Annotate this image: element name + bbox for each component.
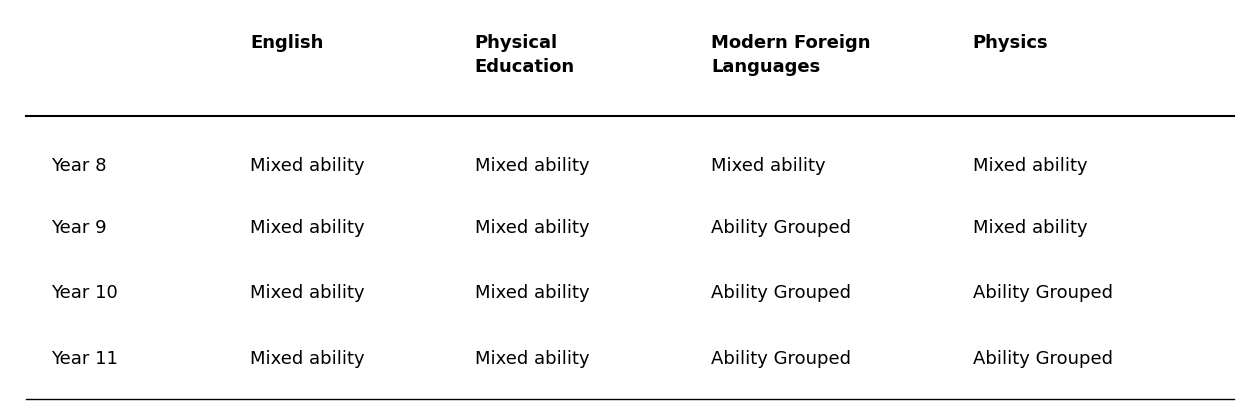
Text: Year 10: Year 10	[51, 284, 119, 301]
Text: Modern Foreign
Languages: Modern Foreign Languages	[711, 34, 871, 76]
Text: Mixed ability: Mixed ability	[474, 218, 589, 236]
Text: Mixed ability: Mixed ability	[972, 157, 1087, 174]
Text: Mixed ability: Mixed ability	[251, 349, 366, 367]
Text: Mixed ability: Mixed ability	[474, 157, 589, 174]
Text: Physics: Physics	[972, 34, 1048, 52]
Text: Ability Grouped: Ability Grouped	[711, 284, 851, 301]
Text: Mixed ability: Mixed ability	[474, 284, 589, 301]
Text: Year 11: Year 11	[51, 349, 119, 367]
Text: Mixed ability: Mixed ability	[711, 157, 826, 174]
Text: Ability Grouped: Ability Grouped	[711, 218, 851, 236]
Text: Mixed ability: Mixed ability	[251, 218, 366, 236]
Text: Year 9: Year 9	[51, 218, 107, 236]
Text: Mixed ability: Mixed ability	[474, 349, 589, 367]
Text: Mixed ability: Mixed ability	[972, 218, 1087, 236]
Text: English: English	[251, 34, 323, 52]
Text: Year 8: Year 8	[51, 157, 106, 174]
Text: Ability Grouped: Ability Grouped	[972, 284, 1113, 301]
Text: Physical
Education: Physical Education	[474, 34, 574, 76]
Text: Ability Grouped: Ability Grouped	[972, 349, 1113, 367]
Text: Mixed ability: Mixed ability	[251, 284, 366, 301]
Text: Mixed ability: Mixed ability	[251, 157, 366, 174]
Text: Ability Grouped: Ability Grouped	[711, 349, 851, 367]
